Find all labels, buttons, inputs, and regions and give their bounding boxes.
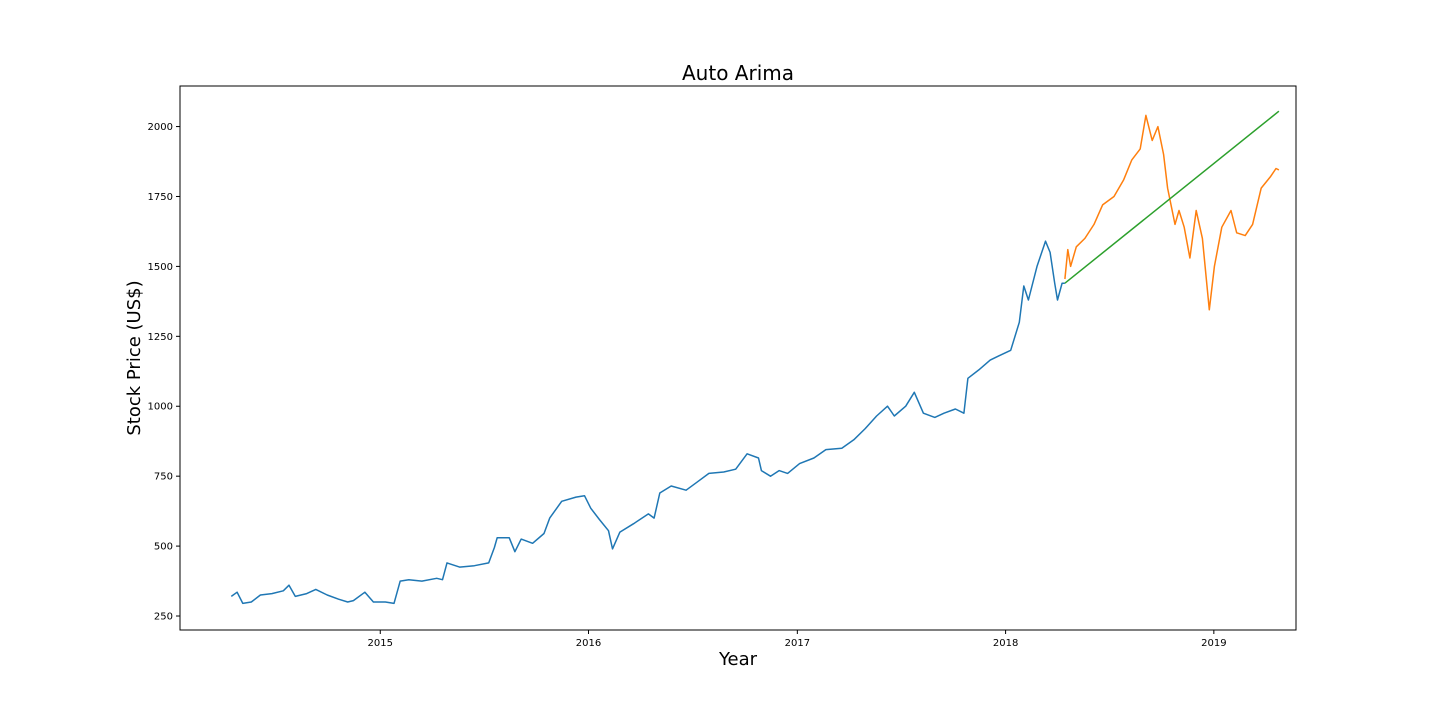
y-tick-label: 500 [154,542,173,553]
x-tick-label: 2017 [785,638,810,649]
series-line-1 [1064,114,1280,311]
series-group [230,110,1280,605]
x-tick-label: 2019 [1201,638,1226,649]
y-tick-label: 1500 [148,262,173,273]
plot-background [180,86,1296,630]
y-tick-label: 1250 [148,332,173,343]
x-axis-label: Year [718,649,758,670]
y-axis: 250 500 750 1000 1250 1500 1750 2000 [148,122,180,623]
y-tick-label: 2000 [148,122,173,133]
series-line-2 [1064,110,1280,284]
y-axis-label: Stock Price (US$) [124,280,145,435]
y-tick-label: 750 [154,472,173,483]
y-tick-label: 250 [154,612,173,623]
plot-frame [179,85,1297,631]
x-tick-label: 2018 [993,638,1018,649]
y-tick-label: 1000 [148,402,173,413]
y-tick-label: 1750 [148,192,173,203]
series-line-0 [230,240,1065,605]
x-tick-label: 2015 [368,638,393,649]
x-axis: 2015 2016 2017 2018 2019 [368,630,1227,649]
chart-title: Auto Arima [682,61,794,85]
x-tick-label: 2016 [576,638,601,649]
